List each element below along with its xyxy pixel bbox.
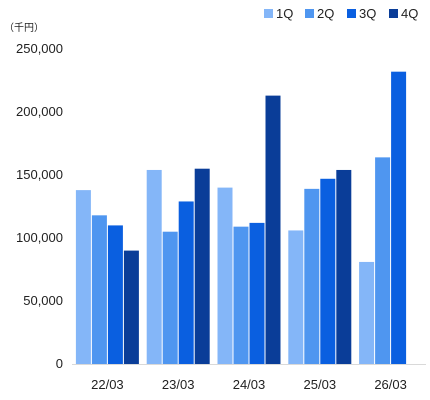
bar-22-03-1q xyxy=(75,190,91,364)
bar-22-03-2q xyxy=(91,215,107,364)
x-tick-label: 26/03 xyxy=(374,377,407,392)
bar-25-03-3q xyxy=(320,178,336,364)
bar-23-03-1q xyxy=(146,169,162,364)
y-tick-label: 250,000 xyxy=(16,41,63,56)
bars xyxy=(75,71,407,365)
y-tick-label: 200,000 xyxy=(16,104,63,119)
legend-swatch-2q xyxy=(305,9,314,18)
bar-24-03-2q xyxy=(233,226,249,364)
legend-swatch-3q xyxy=(347,9,356,18)
bar-23-03-4q xyxy=(194,168,210,364)
bar-23-03-3q xyxy=(178,201,194,364)
x-tick-label: 25/03 xyxy=(304,377,337,392)
bar-26-03-2q xyxy=(375,157,391,364)
bar-25-03-4q xyxy=(336,169,352,364)
bar-24-03-3q xyxy=(249,222,265,364)
y-tick-label: 100,000 xyxy=(16,230,63,245)
legend-swatch-1q xyxy=(264,9,273,18)
unit-label: （千円） xyxy=(4,22,44,34)
bar-26-03-1q xyxy=(359,261,375,364)
legend-swatch-4q xyxy=(389,9,398,18)
legend-label-1q: 1Q xyxy=(276,6,293,21)
x-tick-label: 24/03 xyxy=(233,377,266,392)
bar-25-03-2q xyxy=(304,188,320,364)
legend-label-3q: 3Q xyxy=(359,6,376,21)
bar-25-03-1q xyxy=(288,230,304,364)
bar-24-03-1q xyxy=(217,187,233,364)
bar-22-03-4q xyxy=(123,250,139,364)
bar-24-03-4q xyxy=(265,95,281,365)
bar-26-03-3q xyxy=(391,71,407,365)
legend-label-4q: 4Q xyxy=(401,6,418,21)
bar-22-03-3q xyxy=(107,225,123,364)
legend-label-2q: 2Q xyxy=(317,6,334,21)
bar-23-03-2q xyxy=(162,231,178,364)
x-tick-label: 23/03 xyxy=(162,377,195,392)
y-tick-label: 0 xyxy=(56,356,63,371)
y-tick-label: 150,000 xyxy=(16,167,63,182)
x-axis: 22/03 23/03 24/03 25/03 26/03 xyxy=(91,377,407,392)
legend: 1Q 2Q 3Q 4Q xyxy=(264,6,418,21)
y-tick-label: 50,000 xyxy=(23,293,63,308)
y-axis: 0 50,000 100,000 150,000 200,000 250,000 xyxy=(16,41,63,371)
x-tick-label: 22/03 xyxy=(91,377,124,392)
